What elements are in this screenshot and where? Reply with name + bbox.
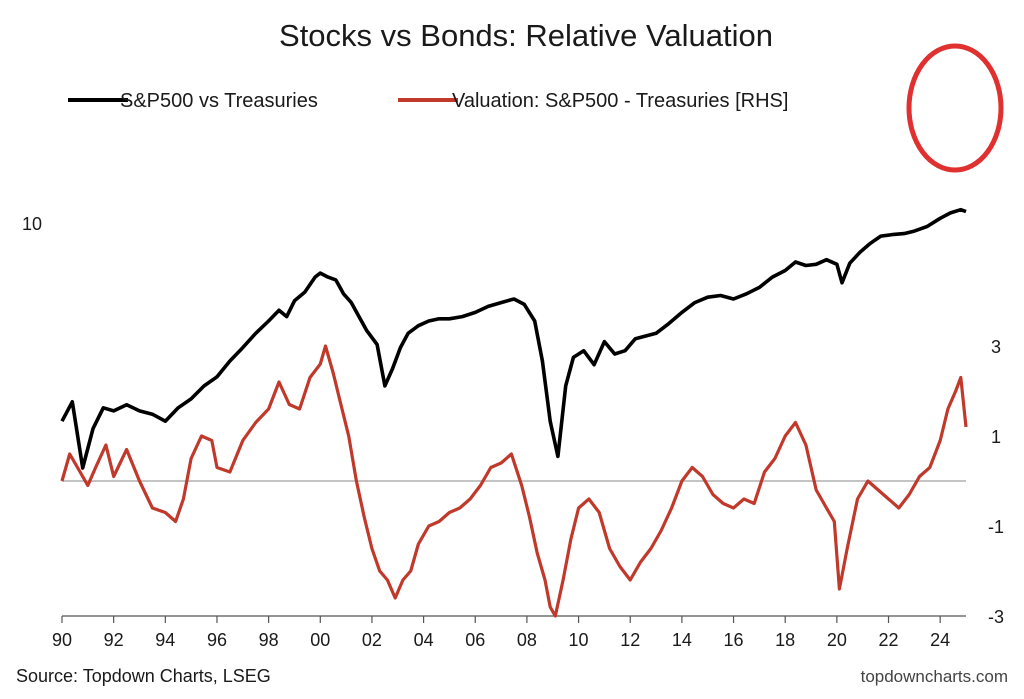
- legend: S&P500 vs Treasuries Valuation: S&P500 -…: [68, 90, 788, 112]
- x-tick-label: 12: [620, 630, 640, 650]
- x-tick-label: 18: [775, 630, 795, 650]
- brand-watermark: topdowncharts.com: [861, 667, 1008, 686]
- series-line-sp500-vs-treasuries: [60, 207, 967, 470]
- left-axis-label: 10: [22, 214, 42, 234]
- right-tick-label: 1: [991, 427, 1001, 447]
- legend-label-sp500-vs-treasuries: S&P500 vs Treasuries: [120, 90, 318, 112]
- x-tick-label: 08: [517, 630, 537, 650]
- x-tick-label: 94: [155, 630, 175, 650]
- x-axis: 90 92 94 96 98 00 02 04 06 08 10 12 14 16 18 20 22 24: [52, 615, 966, 650]
- x-tick-label: 14: [672, 630, 692, 650]
- right-tick-label: 3: [991, 337, 1001, 357]
- x-tick-label: 24: [930, 630, 950, 650]
- right-tick-label: -3: [988, 607, 1004, 627]
- x-tick-label: 22: [878, 630, 898, 650]
- x-tick-label: 10: [569, 630, 589, 650]
- x-tick-label: 96: [207, 630, 227, 650]
- x-tick-label: 02: [362, 630, 382, 650]
- legend-label-valuation: Valuation: S&P500 - Treasuries [RHS]: [452, 90, 788, 112]
- x-tick-label: 98: [259, 630, 279, 650]
- highlight-circle: [906, 43, 1004, 173]
- chart-title: Stocks vs Bonds: Relative Valuation: [279, 18, 773, 53]
- x-tick-label: 00: [310, 630, 330, 650]
- right-tick-label: -1: [988, 517, 1004, 537]
- x-tick-label: 16: [724, 630, 744, 650]
- right-axis-ticks: 3 1 -1 -3: [988, 337, 1004, 627]
- x-tick-label: 06: [465, 630, 485, 650]
- x-tick-label: 90: [52, 630, 72, 650]
- x-tick-label: 92: [104, 630, 124, 650]
- series-line-valuation: [60, 344, 968, 618]
- source-note: Source: Topdown Charts, LSEG: [16, 666, 271, 686]
- x-tick-label: 04: [414, 630, 434, 650]
- x-tick-label: 20: [827, 630, 847, 650]
